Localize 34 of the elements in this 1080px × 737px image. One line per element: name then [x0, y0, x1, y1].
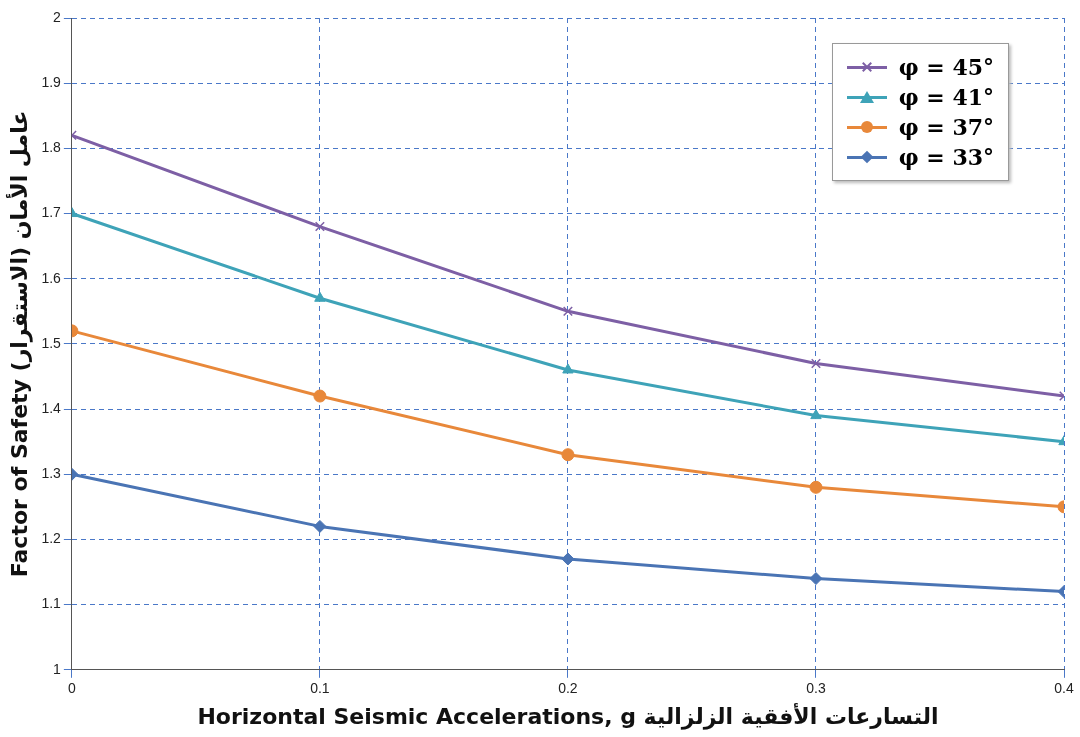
- x-tick-label: 0.2: [558, 680, 578, 697]
- y-axis-title: Factor of Safety عامل الأمان (الاستقرار): [4, 110, 33, 578]
- legend-label: φ = 41°: [898, 84, 994, 110]
- x-tick-label: 0: [67, 680, 76, 697]
- point: [809, 480, 823, 494]
- y-tick-label: 1.6: [41, 269, 62, 286]
- legend-label: φ = 37°: [898, 114, 994, 140]
- point: [562, 363, 574, 374]
- point: [809, 572, 823, 586]
- point: [562, 306, 573, 317]
- point: [314, 221, 325, 232]
- x-axis-title: Horizontal Seismic Accelerations, g التسارعات الأفقية الزلزالية: [197, 701, 939, 730]
- y-tick-label: 1.5: [41, 334, 62, 351]
- y-tick-label: 1.3: [41, 465, 62, 482]
- point: [810, 358, 821, 369]
- legend-label: φ = 33°: [898, 144, 994, 170]
- y-tick-label: 1: [53, 660, 62, 677]
- point: [810, 409, 822, 420]
- y-tick-label: 1.4: [41, 399, 62, 416]
- y-tick-label: 1.1: [41, 595, 62, 612]
- y-tick-label: 1.2: [41, 530, 62, 547]
- point: [561, 552, 575, 566]
- y-tick-label: 1.7: [41, 204, 62, 221]
- point: [313, 389, 327, 403]
- x-tick-label: 0.1: [310, 680, 330, 697]
- point: [314, 291, 326, 302]
- point: [561, 448, 575, 462]
- legend-label: φ = 45°: [898, 54, 994, 80]
- point: [313, 519, 327, 533]
- x-tick-label: 0.4: [1054, 680, 1074, 697]
- x-tick-label: 0.3: [806, 680, 826, 697]
- y-tick-label: 2: [53, 8, 62, 25]
- y-tick-label: 1.8: [41, 139, 62, 156]
- y-tick-label: 1.9: [41, 74, 62, 91]
